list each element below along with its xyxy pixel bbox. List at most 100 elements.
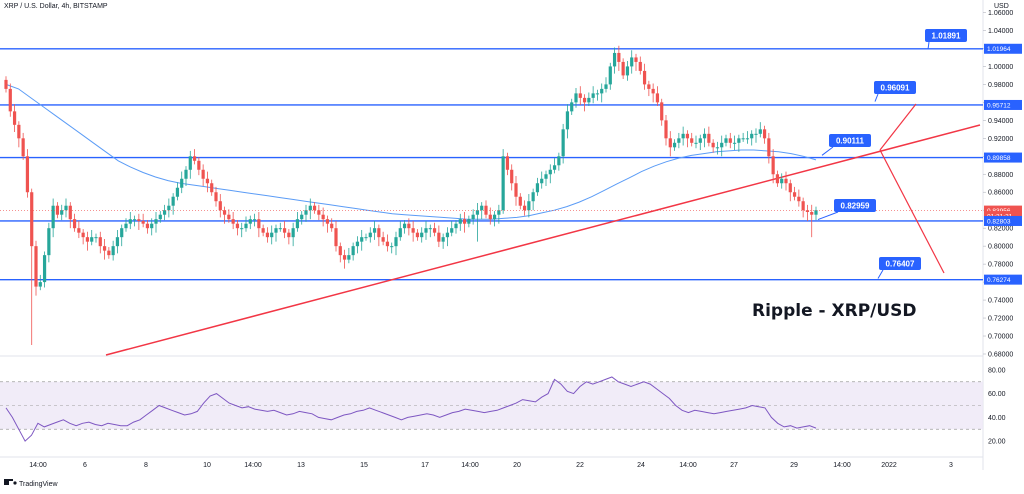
candle-body [762, 129, 767, 139]
candle-body [360, 237, 364, 242]
candle-body [90, 237, 94, 242]
candle-body [60, 210, 64, 215]
candle-body [715, 147, 720, 149]
candle-body [244, 223, 248, 229]
candle-body [102, 246, 107, 251]
price-tick-label: 0.70000 [988, 334, 1013, 341]
candle-body [364, 237, 368, 239]
candle-body [330, 223, 334, 229]
candle-body [642, 70, 647, 85]
candle-body [248, 219, 252, 224]
candle-body [347, 255, 351, 260]
candle-body [175, 187, 180, 197]
candle-body [604, 84, 608, 89]
candle-body [690, 138, 694, 143]
candle-body [552, 165, 557, 170]
callout-box[interactable] [925, 29, 967, 42]
candle-body [64, 205, 68, 211]
candle-body [321, 214, 325, 220]
rsi-indicator [5, 376, 817, 442]
candle-body [587, 97, 591, 103]
candle-body [334, 228, 338, 247]
candle-body [728, 138, 732, 143]
price-tag-label: 0.76274 [987, 277, 1011, 284]
candle-body [741, 138, 745, 140]
candle-body [591, 93, 595, 98]
candle-body [197, 160, 201, 170]
projection-up-line[interactable] [879, 103, 917, 151]
candle-body [120, 228, 124, 238]
candle-body [767, 138, 771, 157]
candle-body [137, 219, 141, 221]
candle-body [21, 138, 25, 157]
candle-body [608, 66, 612, 85]
time-tick-label: 14:00 [833, 462, 851, 469]
candle-body [372, 228, 377, 233]
candle-body [792, 192, 797, 197]
time-tick-label: 14:00 [244, 462, 262, 469]
candle-body [810, 212, 814, 215]
candle-body [698, 138, 702, 143]
candles [4, 45, 818, 346]
candle-body [278, 228, 282, 230]
candle-body [171, 196, 175, 206]
price-tag-box [984, 43, 1022, 54]
candle-body [154, 219, 158, 224]
price-tag-box [984, 274, 1022, 285]
time-tick-label: 29 [790, 462, 798, 469]
candle-body [338, 246, 342, 256]
candle-body [467, 219, 471, 224]
candle-body [317, 210, 321, 215]
candle-body [475, 210, 480, 215]
callout-box[interactable] [879, 257, 921, 270]
rising-trend-line[interactable] [105, 124, 981, 356]
candle-body [205, 178, 210, 184]
candle-body [492, 214, 497, 220]
candle-body [158, 214, 162, 220]
candle-body [625, 66, 630, 76]
candle-body [788, 183, 792, 193]
tradingview-logo[interactable]: TradingView [4, 479, 58, 488]
rsi-line [5, 376, 817, 442]
candle-body [240, 228, 244, 230]
candle-body [38, 282, 42, 287]
candle-body [647, 84, 651, 89]
candle-body [651, 88, 655, 94]
candle-body [115, 237, 120, 247]
candle-body [784, 178, 788, 184]
candle-body [274, 228, 278, 233]
callout-box[interactable] [829, 134, 871, 147]
projection-down-line[interactable] [879, 149, 945, 274]
callout-box[interactable] [874, 81, 916, 94]
candle-body [235, 223, 240, 229]
candle-body [771, 156, 775, 175]
candle-body [471, 214, 475, 220]
candle-body [287, 232, 291, 238]
candle-body [621, 61, 625, 76]
candle-body [754, 133, 758, 135]
candle-body [180, 178, 184, 188]
candle-body [295, 219, 300, 229]
candle-body [184, 169, 188, 179]
candle-body [527, 201, 531, 211]
candle-body [801, 201, 805, 211]
callout-label: 0.96091 [881, 84, 910, 93]
candle-body [514, 183, 518, 197]
candle-body [368, 232, 372, 238]
time-tick-label: 15 [360, 462, 368, 469]
candle-body [574, 93, 578, 103]
candle-body [681, 133, 685, 139]
callout-box[interactable] [834, 199, 876, 212]
candle-body [612, 52, 617, 67]
candle-body [617, 52, 621, 62]
candle-body [51, 205, 55, 229]
candle-body [72, 219, 77, 229]
candle-body [30, 192, 34, 247]
candle-body [214, 192, 218, 202]
rsi-tick-label: 40.00 [988, 415, 1006, 422]
candle-body [578, 93, 582, 98]
time-tick-label: 14:00 [461, 462, 479, 469]
candle-body [428, 228, 432, 230]
candle-body [402, 223, 407, 229]
